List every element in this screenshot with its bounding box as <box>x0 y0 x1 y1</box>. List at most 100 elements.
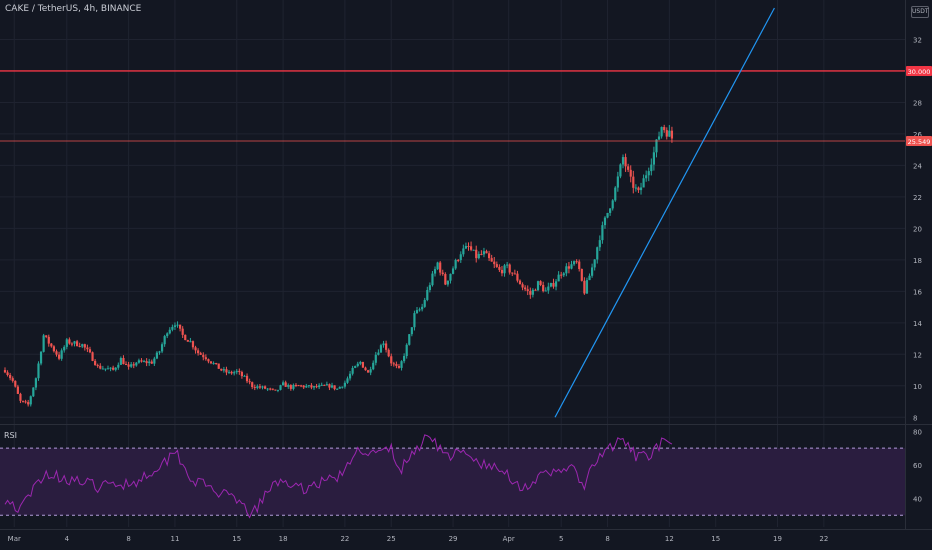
candle-body <box>580 268 583 281</box>
time-tick-label: 8 <box>126 535 130 543</box>
candle-body <box>490 258 493 262</box>
candle-body <box>647 171 650 176</box>
candle-body <box>565 266 568 274</box>
candle-body <box>518 280 522 285</box>
rsi-label[interactable]: RSI <box>4 431 17 440</box>
candle-body <box>320 384 323 386</box>
candle-body <box>639 187 643 191</box>
candle-body <box>542 284 545 292</box>
candle-body <box>593 259 596 268</box>
candle-body <box>101 368 104 370</box>
candle-body <box>567 266 571 269</box>
candle-body <box>413 313 416 328</box>
candle-body <box>426 289 429 300</box>
candle-body <box>454 259 457 269</box>
candle-body <box>284 382 287 387</box>
candle-body <box>385 343 388 350</box>
candle-body <box>583 280 586 294</box>
candle-body <box>516 273 519 281</box>
time-axis[interactable]: Mar 4 8 11 15 18 22 25 29 Apr 5 8 12 15 19 22 <box>8 535 829 543</box>
candle-body <box>173 325 177 327</box>
drawing-lines[interactable] <box>0 7 905 418</box>
candle-body <box>627 166 630 170</box>
candle-body <box>513 273 516 275</box>
candle-body <box>34 378 37 388</box>
candle-body <box>119 357 122 365</box>
time-tick-label: 18 <box>279 535 288 543</box>
candle-body <box>294 384 298 386</box>
candle-body <box>338 386 341 389</box>
candle-body <box>325 384 328 386</box>
candle-body <box>135 362 138 366</box>
candle-body <box>572 261 576 265</box>
candle-body <box>258 386 262 388</box>
candle-body <box>11 378 14 381</box>
candle-body <box>94 360 97 366</box>
candlestick-series[interactable] <box>3 124 674 407</box>
candle-body <box>650 164 653 172</box>
candle-body <box>444 274 447 285</box>
candle-body <box>305 386 308 388</box>
candle-body <box>591 267 594 276</box>
trendline <box>554 7 775 418</box>
price-tick-label: 14 <box>913 320 922 328</box>
candle-body <box>469 246 473 250</box>
candle-body <box>140 360 143 362</box>
candle-body <box>225 369 228 373</box>
candle-body <box>462 248 465 255</box>
candle-body <box>32 387 35 397</box>
candle-body <box>343 382 346 387</box>
candle-body <box>570 264 573 269</box>
candle-body <box>19 393 22 401</box>
candle-body <box>127 364 130 367</box>
price-axis[interactable]: 810121416182022242628303240608030.00025.… <box>906 36 932 503</box>
candle-body <box>397 365 401 368</box>
time-tick-label: 8 <box>605 535 609 543</box>
candle-body <box>621 157 625 165</box>
time-tick-label: 15 <box>232 535 241 543</box>
candle-body <box>632 176 635 188</box>
candle-body <box>204 357 207 360</box>
candle-body <box>9 375 12 379</box>
candle-body <box>245 375 249 382</box>
candle-body <box>665 130 668 137</box>
price-tick-label: 12 <box>913 351 922 359</box>
candle-body <box>609 208 612 213</box>
time-tick-label: 22 <box>819 535 828 543</box>
candle-body <box>441 272 444 275</box>
candle-body <box>256 386 259 388</box>
candle-body <box>619 164 622 177</box>
candle-body <box>37 363 40 379</box>
candle-body <box>16 386 19 394</box>
candle-body <box>310 385 313 388</box>
candle-body <box>3 370 7 373</box>
candle-body <box>500 269 504 274</box>
currency-button[interactable]: USDT <box>911 6 929 18</box>
candle-body <box>374 354 377 363</box>
candle-body <box>318 385 321 388</box>
candle-body <box>202 354 205 358</box>
candle-body <box>369 369 372 373</box>
candle-body <box>323 384 326 386</box>
candle-body <box>166 333 169 337</box>
candle-body <box>96 365 99 367</box>
candle-body <box>634 187 637 189</box>
price-tick-label: 24 <box>913 162 922 170</box>
rsi-band-fill <box>0 448 905 516</box>
candle-body <box>217 363 220 369</box>
candle-body <box>421 306 424 310</box>
candle-body <box>215 363 218 365</box>
candle-body <box>562 273 565 276</box>
rsi-tick-label: 60 <box>913 462 922 470</box>
candle-body <box>181 328 184 335</box>
price-tick-label: 26 <box>913 131 922 139</box>
candle-body <box>171 326 174 330</box>
candle-body <box>271 388 274 390</box>
time-tick-label: 12 <box>665 535 674 543</box>
price-badge-label-resistance: 30.000 <box>908 68 931 76</box>
candle-body <box>158 351 161 353</box>
candle-body <box>65 339 68 347</box>
time-tick-label: Mar <box>8 535 21 543</box>
symbol-title[interactable]: CAKE / TetherUS, 4h, BINANCE <box>5 4 142 14</box>
